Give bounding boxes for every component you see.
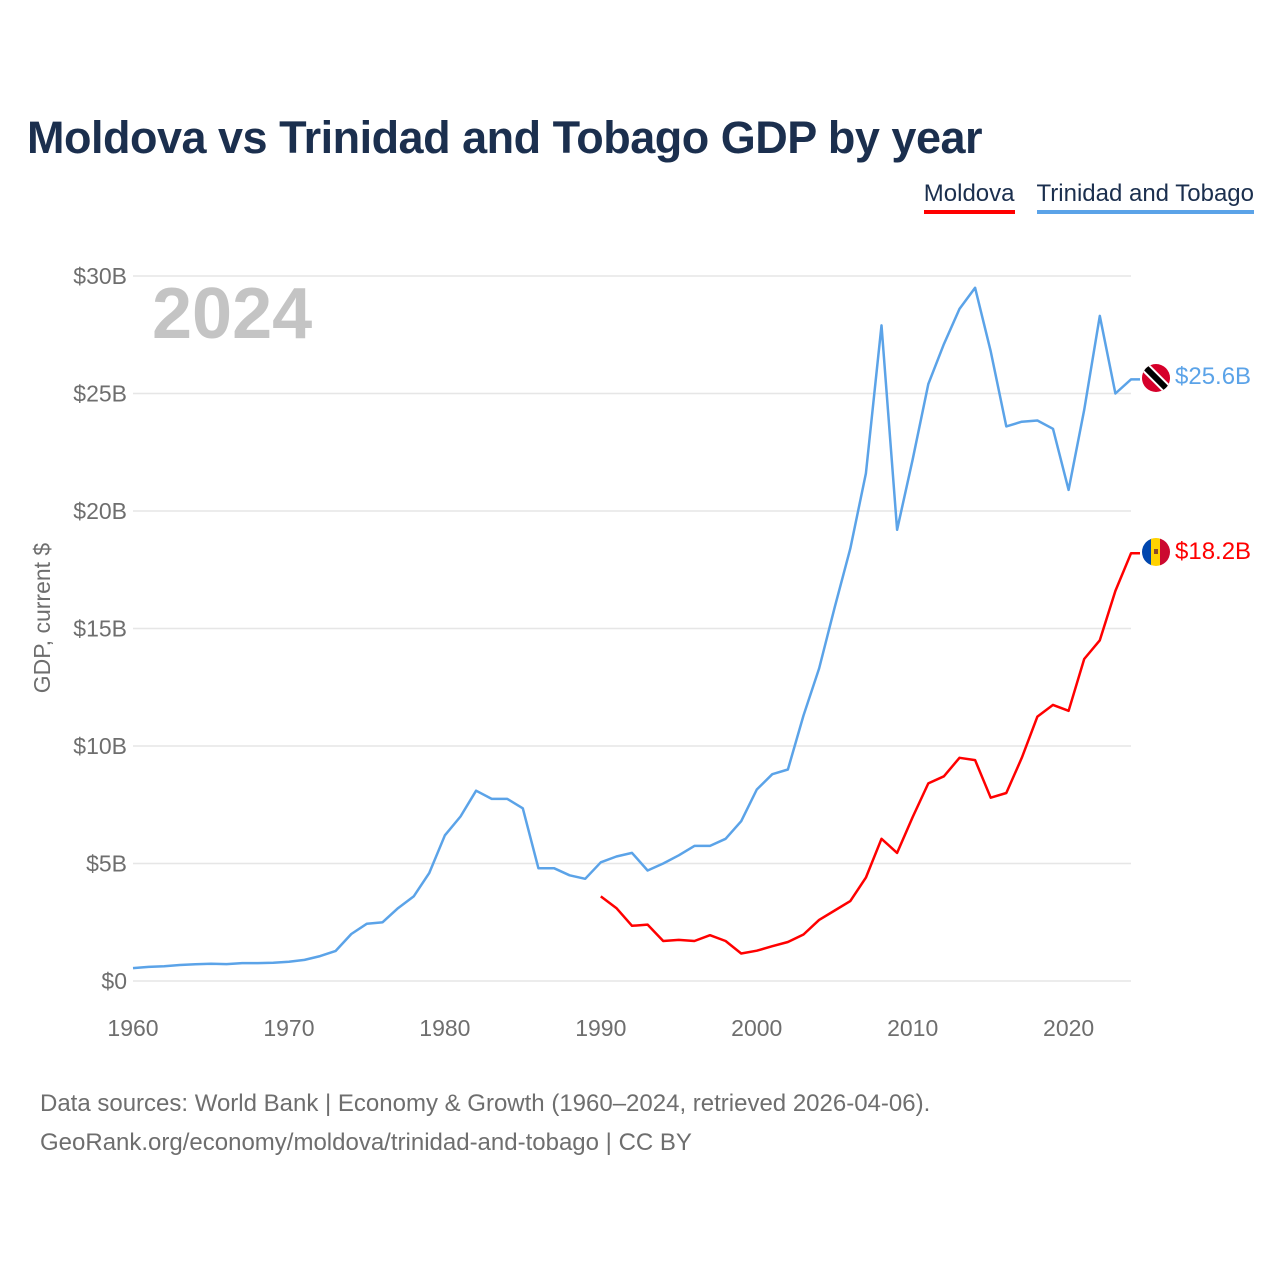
legend-item-trinidad-and-tobago[interactable]: Trinidad and Tobago: [1036, 180, 1254, 214]
x-tick-label: 2000: [731, 1015, 782, 1041]
y-tick-label: $25B: [73, 381, 127, 407]
series-line-trinidad-and-tobago: [132, 286, 1140, 970]
legend: Moldova Trinidad and Tobago: [923, 180, 1254, 214]
x-tick-label: 1970: [263, 1015, 314, 1041]
moldova-flag-icon: [1142, 538, 1170, 566]
y-tick-label: $20B: [73, 498, 127, 524]
series-line-moldova: [600, 552, 1140, 955]
x-tick-label: 1990: [575, 1015, 626, 1041]
chart-title: Moldova vs Trinidad and Tobago GDP by ye…: [27, 112, 983, 163]
end-label-trinidad: $25.6B: [1175, 363, 1251, 390]
x-tick-label: 1980: [419, 1015, 470, 1041]
x-tick-label: 2020: [1043, 1015, 1094, 1041]
x-tick-label: 2010: [887, 1015, 938, 1041]
footer-sources: Data sources: World Bank | Economy & Gro…: [40, 1090, 931, 1117]
y-tick-label: $15B: [73, 616, 127, 642]
x-tick-label: 1960: [107, 1015, 158, 1041]
footer-link[interactable]: GeoRank.org/economy/moldova/trinidad-and…: [40, 1129, 692, 1156]
end-label-moldova: $18.2B: [1175, 538, 1251, 565]
year-watermark: 2024: [152, 274, 312, 354]
legend-item-moldova[interactable]: Moldova: [923, 180, 1015, 214]
y-tick-label: $5B: [86, 851, 127, 877]
y-tick-label: $0: [101, 968, 127, 994]
trinidad-flag-icon: [1142, 364, 1170, 392]
y-axis-label: GDP, current $: [29, 543, 55, 694]
footer: Data sources: World Bank | Economy & Gro…: [40, 1084, 930, 1162]
y-tick-label: $10B: [73, 733, 127, 759]
y-tick-label: $30B: [73, 263, 127, 289]
